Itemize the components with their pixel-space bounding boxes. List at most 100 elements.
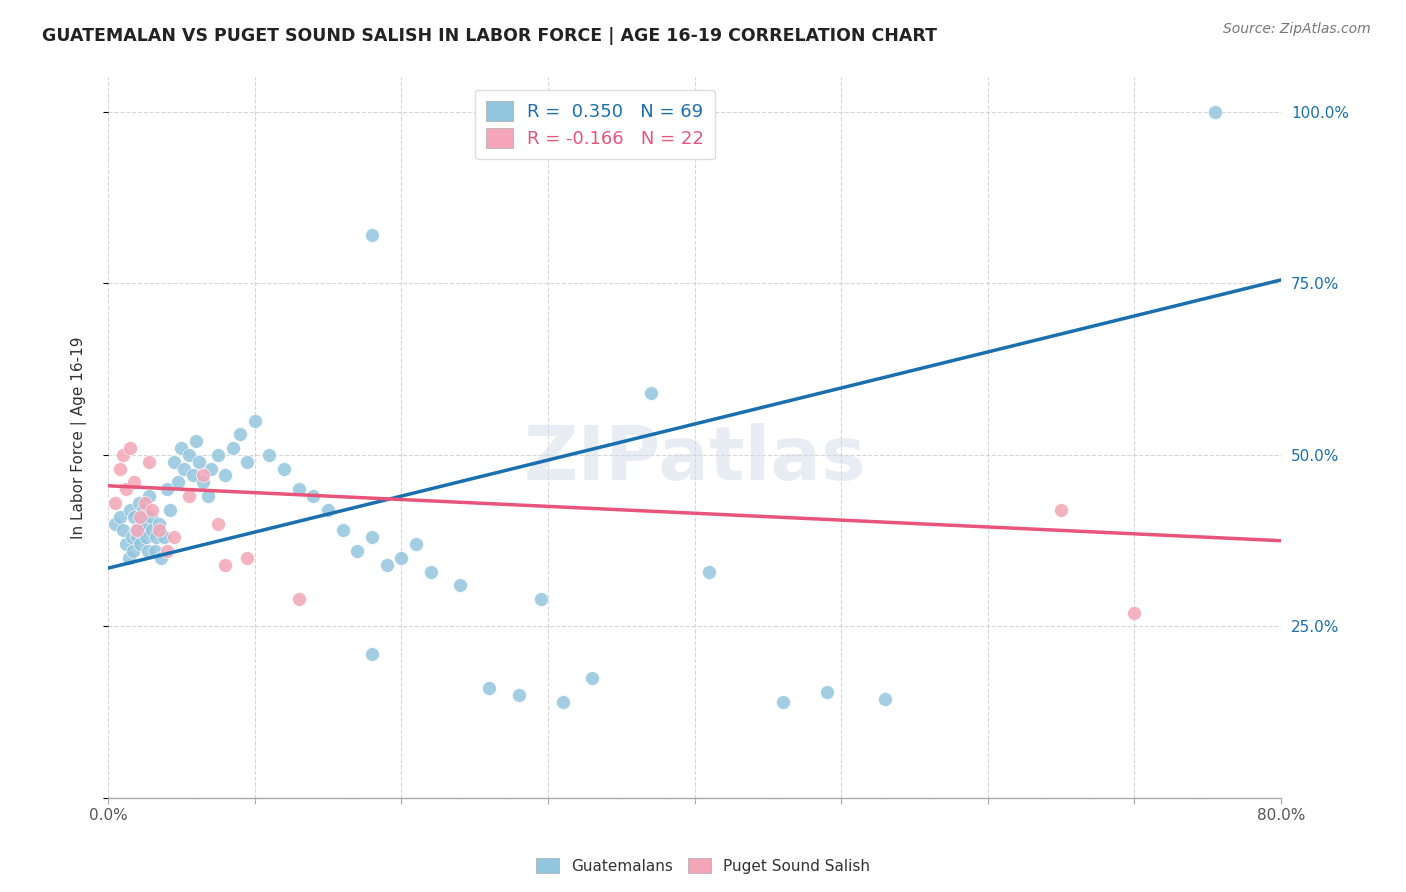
- Point: [332, 524, 354, 538]
- Point: [141, 524, 163, 538]
- Point: [181, 468, 204, 483]
- Point: [214, 558, 236, 572]
- Point: [122, 544, 145, 558]
- Point: [121, 530, 143, 544]
- Point: [117, 550, 139, 565]
- Point: [236, 455, 259, 469]
- Point: [177, 489, 200, 503]
- Point: [132, 503, 155, 517]
- Point: [530, 104, 553, 119]
- Point: [124, 475, 146, 490]
- Point: [222, 441, 245, 455]
- Point: [120, 503, 142, 517]
- Point: [772, 695, 794, 709]
- Point: [104, 516, 127, 531]
- Point: [389, 550, 412, 565]
- Point: [1050, 503, 1073, 517]
- Point: [287, 482, 309, 496]
- Point: [134, 516, 156, 531]
- Point: [143, 544, 166, 558]
- Point: [148, 524, 170, 538]
- Point: [111, 524, 134, 538]
- Point: [273, 461, 295, 475]
- Point: [129, 509, 152, 524]
- Legend: Guatemalans, Puget Sound Salish: Guatemalans, Puget Sound Salish: [530, 852, 876, 880]
- Point: [316, 503, 339, 517]
- Point: [405, 537, 427, 551]
- Point: [127, 530, 149, 544]
- Point: [170, 441, 193, 455]
- Point: [108, 461, 131, 475]
- Point: [120, 441, 142, 455]
- Point: [375, 558, 398, 572]
- Text: GUATEMALAN VS PUGET SOUND SALISH IN LABOR FORCE | AGE 16-19 CORRELATION CHART: GUATEMALAN VS PUGET SOUND SALISH IN LABO…: [42, 27, 938, 45]
- Point: [114, 482, 136, 496]
- Point: [478, 681, 501, 696]
- Point: [197, 489, 219, 503]
- Point: [640, 386, 662, 401]
- Point: [134, 496, 156, 510]
- Point: [530, 592, 553, 607]
- Y-axis label: In Labor Force | Age 16-19: In Labor Force | Age 16-19: [72, 336, 87, 539]
- Point: [131, 524, 153, 538]
- Point: [243, 414, 266, 428]
- Point: [156, 482, 179, 496]
- Point: [184, 434, 207, 449]
- Point: [361, 647, 384, 661]
- Point: [163, 455, 186, 469]
- Point: [177, 448, 200, 462]
- Point: [152, 530, 174, 544]
- Point: [449, 578, 471, 592]
- Point: [287, 592, 309, 607]
- Point: [207, 448, 229, 462]
- Point: [141, 503, 163, 517]
- Point: [125, 524, 148, 538]
- Point: [346, 544, 368, 558]
- Point: [127, 524, 149, 538]
- Point: [1123, 606, 1146, 620]
- Legend: R =  0.350   N = 69, R = -0.166   N = 22: R = 0.350 N = 69, R = -0.166 N = 22: [475, 90, 714, 159]
- Point: [236, 550, 259, 565]
- Point: [173, 461, 195, 475]
- Point: [124, 509, 146, 524]
- Point: [875, 691, 897, 706]
- Point: [214, 468, 236, 483]
- Point: [361, 530, 384, 544]
- Point: [145, 530, 167, 544]
- Point: [815, 684, 838, 698]
- Point: [419, 565, 441, 579]
- Point: [361, 228, 384, 243]
- Point: [114, 537, 136, 551]
- Text: ZIPatlas: ZIPatlas: [523, 423, 866, 496]
- Point: [111, 448, 134, 462]
- Point: [108, 509, 131, 524]
- Point: [138, 489, 160, 503]
- Point: [581, 671, 603, 685]
- Point: [207, 516, 229, 531]
- Point: [697, 565, 720, 579]
- Point: [148, 516, 170, 531]
- Point: [193, 468, 215, 483]
- Point: [1204, 104, 1226, 119]
- Point: [156, 544, 179, 558]
- Point: [188, 455, 211, 469]
- Point: [104, 496, 127, 510]
- Point: [200, 461, 222, 475]
- Point: [139, 509, 162, 524]
- Point: [551, 695, 574, 709]
- Point: [138, 455, 160, 469]
- Point: [229, 427, 252, 442]
- Point: [135, 530, 157, 544]
- Point: [167, 475, 190, 490]
- Point: [163, 530, 186, 544]
- Point: [193, 475, 215, 490]
- Point: [302, 489, 325, 503]
- Point: [159, 503, 181, 517]
- Point: [128, 496, 150, 510]
- Point: [508, 688, 530, 702]
- Point: [259, 448, 281, 462]
- Text: Source: ZipAtlas.com: Source: ZipAtlas.com: [1223, 22, 1371, 37]
- Point: [149, 550, 172, 565]
- Point: [129, 537, 152, 551]
- Point: [136, 544, 159, 558]
